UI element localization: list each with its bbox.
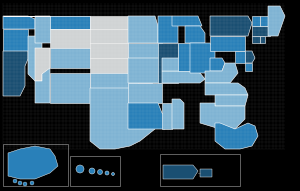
Polygon shape [35, 48, 50, 81]
Circle shape [30, 181, 34, 185]
Polygon shape [90, 43, 128, 58]
Polygon shape [158, 16, 178, 43]
Polygon shape [252, 26, 270, 36]
Circle shape [89, 168, 95, 174]
Polygon shape [8, 146, 58, 179]
Circle shape [18, 181, 22, 185]
Polygon shape [215, 95, 248, 106]
Circle shape [23, 182, 27, 186]
Polygon shape [260, 36, 265, 43]
Polygon shape [128, 16, 158, 43]
Polygon shape [50, 16, 90, 29]
Polygon shape [252, 16, 260, 26]
Polygon shape [178, 43, 190, 71]
Polygon shape [252, 36, 260, 43]
Polygon shape [128, 58, 168, 83]
Bar [160, 154, 240, 186]
Polygon shape [50, 73, 90, 103]
Polygon shape [162, 58, 210, 73]
Polygon shape [172, 16, 202, 26]
Polygon shape [50, 29, 90, 48]
Circle shape [76, 165, 84, 173]
Circle shape [105, 171, 109, 175]
Circle shape [98, 169, 103, 175]
Polygon shape [128, 103, 168, 129]
Polygon shape [3, 16, 90, 29]
Polygon shape [215, 123, 258, 149]
Polygon shape [128, 43, 162, 58]
Polygon shape [3, 51, 28, 96]
Polygon shape [162, 71, 205, 83]
Polygon shape [190, 43, 215, 73]
Polygon shape [245, 51, 255, 63]
Polygon shape [162, 103, 172, 129]
Polygon shape [210, 16, 252, 36]
Polygon shape [185, 26, 205, 43]
Polygon shape [90, 73, 152, 88]
Bar [70, 156, 120, 186]
Polygon shape [128, 83, 162, 103]
Circle shape [112, 172, 115, 176]
Polygon shape [245, 63, 252, 71]
Polygon shape [158, 43, 178, 83]
Polygon shape [205, 83, 248, 95]
Polygon shape [28, 29, 42, 81]
Polygon shape [163, 165, 198, 179]
Polygon shape [205, 63, 238, 83]
Polygon shape [35, 68, 50, 103]
Polygon shape [50, 48, 90, 68]
Polygon shape [210, 36, 245, 51]
Polygon shape [235, 51, 245, 63]
Polygon shape [3, 16, 35, 29]
Polygon shape [90, 58, 130, 73]
Polygon shape [3, 29, 35, 51]
Polygon shape [90, 29, 128, 43]
Circle shape [13, 179, 17, 183]
Bar [3, 144, 68, 186]
Polygon shape [260, 16, 268, 26]
Polygon shape [90, 16, 128, 29]
Bar [200, 169, 212, 177]
Polygon shape [200, 103, 245, 129]
Polygon shape [210, 58, 225, 71]
Polygon shape [172, 99, 184, 129]
Polygon shape [268, 6, 285, 36]
Polygon shape [35, 16, 55, 43]
Polygon shape [90, 88, 160, 149]
